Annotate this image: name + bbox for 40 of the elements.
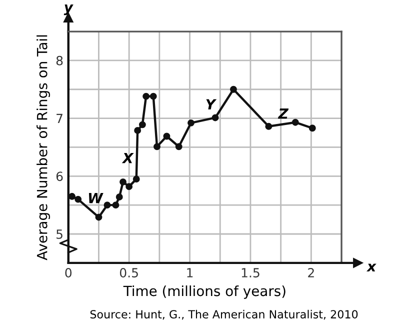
annotation: X (122, 152, 134, 164)
point (116, 194, 123, 200)
x-tick-label: 1 (187, 268, 193, 278)
point (188, 119, 194, 126)
x-tick-label: 1.5 (242, 268, 260, 278)
point (112, 202, 120, 209)
x-tick-label: 2 (308, 268, 314, 278)
y-axis-title: Average Number of Rings on Tail (36, 35, 50, 260)
point (142, 92, 150, 100)
x-tick-label: 0 (65, 268, 72, 278)
y-tick-label: 6 (56, 172, 63, 182)
annotation: Y (206, 99, 217, 110)
annotation: W (88, 192, 104, 204)
point (68, 192, 76, 200)
y-tick-label: 5 (56, 230, 62, 239)
y-tick-label: 7 (56, 114, 62, 124)
point (230, 86, 237, 93)
text: x (366, 264, 376, 272)
y-tick-label: 8 (56, 56, 63, 66)
point (104, 202, 111, 209)
text: y (64, 4, 74, 16)
point (150, 92, 157, 100)
source-note: Source: Hunt, G., The American Naturalist, 2010 (90, 310, 358, 320)
point (132, 176, 140, 183)
point (95, 214, 102, 221)
point (292, 118, 299, 126)
point (163, 132, 170, 140)
point (138, 121, 146, 128)
point (126, 183, 133, 190)
point (120, 178, 126, 186)
point (154, 143, 160, 150)
point (308, 124, 316, 132)
point (74, 196, 82, 203)
point (212, 114, 219, 122)
point (175, 143, 182, 150)
point (134, 126, 142, 134)
annotation: Z (278, 108, 289, 119)
x-tick-label: 0.5 (120, 268, 138, 278)
x-axis-title: Time (millions of years) (123, 285, 286, 299)
point (265, 122, 272, 130)
